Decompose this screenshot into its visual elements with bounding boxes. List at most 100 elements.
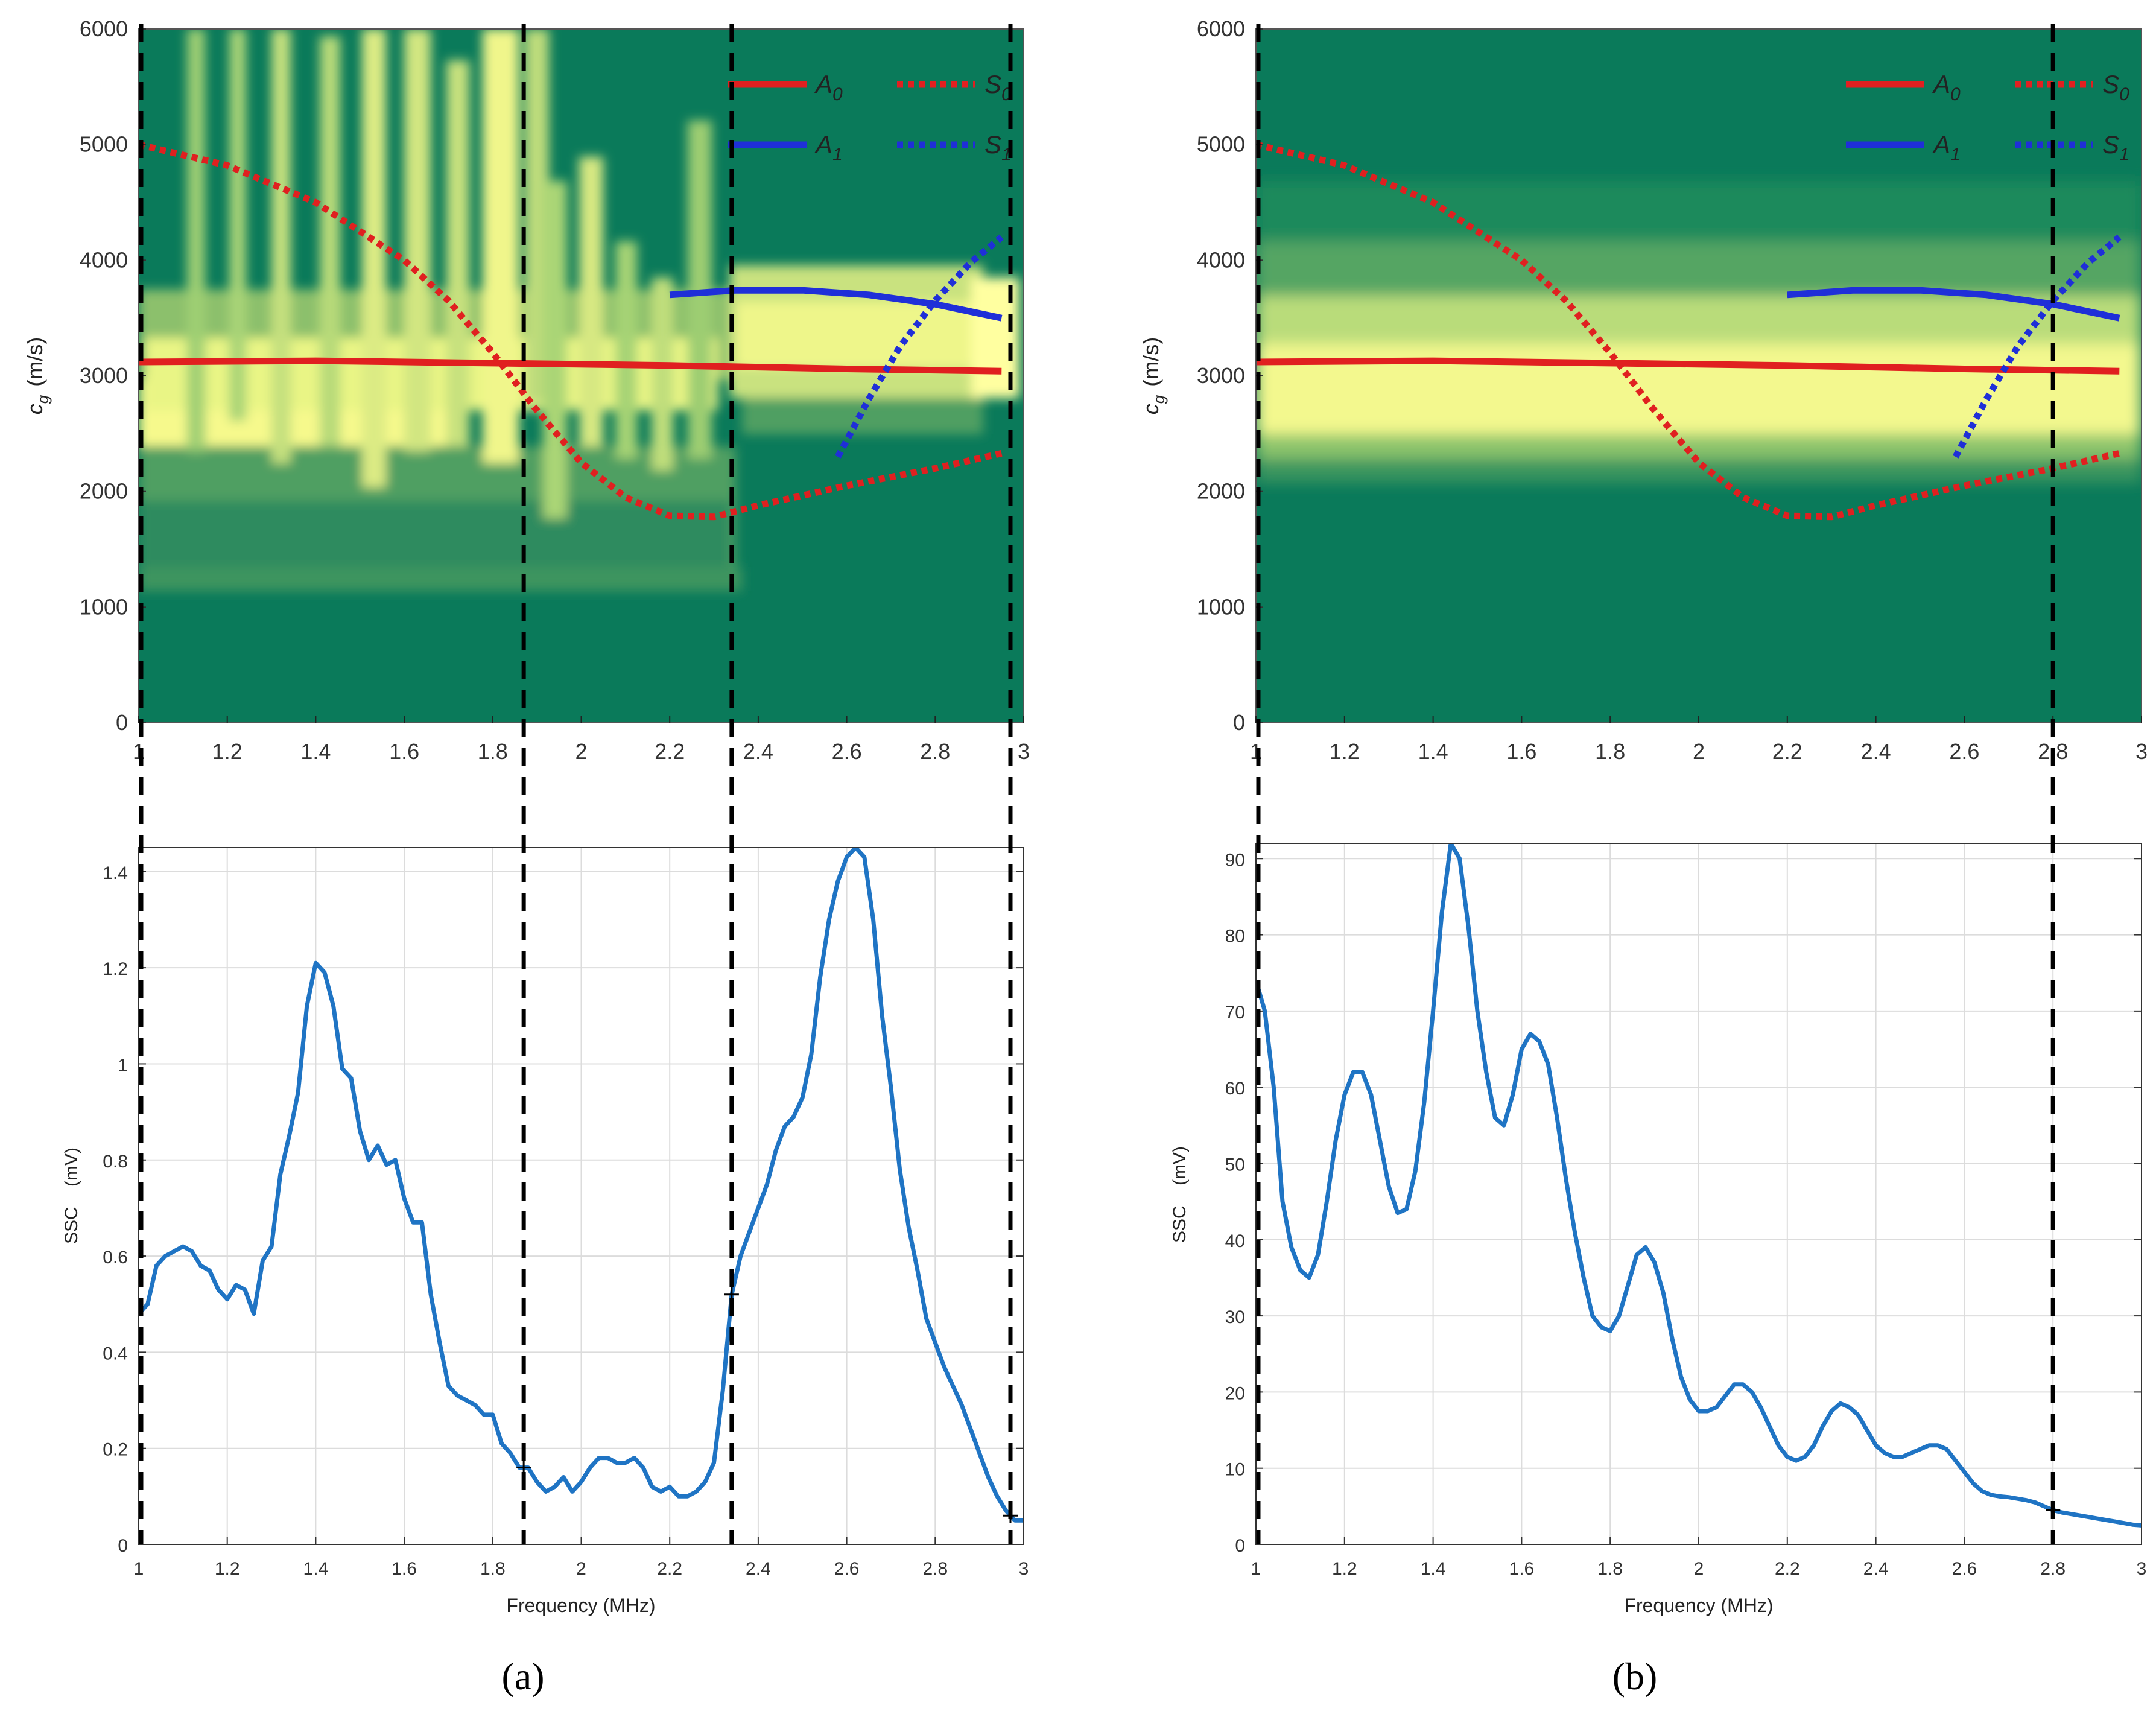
heatmap-a-legend-name-3: S (984, 130, 1001, 159)
line-a-grid (139, 848, 1024, 1544)
heatmap-b-xtick-label-10: 3 (2135, 739, 2148, 764)
line-b-xtick-label-4: 1.8 (1597, 1559, 1623, 1579)
heatmap-a-series-a0 (139, 357, 1002, 375)
heatmap-b-xtick-label-4: 1.8 (1595, 739, 1625, 764)
heatmap-b-legend-sub-3: 1 (2119, 145, 2129, 165)
line-a-ytick-label-2: 0.4 (103, 1344, 128, 1363)
line-a-ytick-label-7: 1.4 (103, 863, 128, 883)
heatmap-b-xtick-label-5: 2 (1693, 739, 1705, 764)
line-a-xtick-label-4: 1.8 (480, 1559, 506, 1579)
heatmap-b-ytick-label-2: 2000 (1197, 479, 1245, 504)
heatmap-a-xtick-label-5: 2 (575, 739, 587, 764)
line-b-xtick-label-3: 1.6 (1509, 1559, 1535, 1579)
heatmap-b-legend-name-3: S (2102, 130, 2119, 159)
line-b-ytick-label-8: 80 (1225, 927, 1245, 947)
heatmap-b-ylabel-main: c (1138, 404, 1163, 414)
heatmap-a-xtick-label-6: 2.2 (655, 739, 685, 764)
line-b-xtick-label-1: 1.2 (1332, 1559, 1357, 1579)
line-b-ytick-label-6: 60 (1225, 1079, 1245, 1099)
heatmap-a-ylabel-unit: (m/s) (22, 337, 47, 387)
heatmap-a-ytick-label-6: 6000 (80, 16, 128, 41)
line-b-xlabel: Frequency (MHz) (1624, 1594, 1773, 1616)
heatmap-a-xticks: 1 1.2 1.4 1.6 1.8 2 2.2 2.4 2.6 2.8 3 (133, 716, 1030, 764)
line-a-xtick-label-6: 2.2 (657, 1559, 682, 1579)
heatmap-a-xtick-label-3: 1.6 (389, 739, 419, 764)
heatmap-b-legend-label-0: A0 (1932, 70, 1961, 104)
heatmap-b-curves-clip (1256, 141, 2122, 521)
line-a-ytick-label-3: 0.6 (103, 1248, 128, 1268)
heatmap-b-xtick-label-8: 2.6 (1949, 739, 1979, 764)
heatmap-b-legend-sub-1: 0 (2119, 84, 2129, 104)
line-a-ytick-label-0: 0 (118, 1536, 128, 1556)
heatmap-a-ylabel-sub: g (34, 395, 52, 404)
line-b-xtick-label-8: 2.6 (1952, 1559, 1977, 1579)
line-a-curves-clip (139, 848, 1024, 1523)
heatmap-b-ytick-label-1: 1000 (1197, 594, 1245, 619)
line-b-xtick-label-0: 1 (1251, 1559, 1261, 1579)
line-b-curves-clip (1256, 843, 2142, 1528)
heatmap-a-xtick-label-9: 2.8 (920, 739, 950, 764)
heatmap-b-legend-label-1: S0 (2102, 70, 2129, 104)
heatmap-a-ytick-label-4: 4000 (80, 247, 128, 272)
heatmap-b-xtick-label-6: 2.2 (1772, 739, 1802, 764)
heatmap-b-legend-name-2: A (1932, 130, 1950, 159)
line-b-xtick-label-2: 1.4 (1421, 1559, 1446, 1579)
heatmap-a-legend-sub-2: 1 (832, 145, 843, 165)
line-a: 1 1.2 1.4 1.6 1.8 2 2.2 2.4 2.6 2.8 3 0 0.2 0.4 0.6 0.… (62, 847, 1029, 1616)
heatmap-b-xtick-label-7: 2.4 (1861, 739, 1891, 764)
line-b-ytick-label-1: 10 (1225, 1460, 1245, 1480)
line-a-ytick-label-6: 1.2 (103, 959, 128, 979)
heatmap-a-legend-sub-0: 0 (832, 84, 843, 104)
heatmap-a-series-s0 (139, 141, 1003, 521)
line-b-ytick-label-0: 0 (1235, 1536, 1245, 1556)
line-a-xtick-label-8: 2.6 (834, 1559, 860, 1579)
heatmap-a-xtick-label-10: 3 (1018, 739, 1030, 764)
line-a-xtick-label-3: 1.6 (392, 1559, 417, 1579)
heatmap-b-series-a0 (1256, 357, 2120, 375)
heatmap-b-ylabel-unit: (m/s) (1138, 337, 1163, 387)
heatmap-a-legend-name-0: A (814, 70, 832, 98)
heatmap-a-xtick-label-8: 2.6 (832, 739, 862, 764)
line-a-xtick-label-9: 2.8 (922, 1559, 948, 1579)
line-b-xtick-label-7: 2.4 (1863, 1559, 1889, 1579)
line-b-ytick-label-7: 70 (1225, 1003, 1245, 1023)
heatmap-a-yticks: 0 1000 2000 3000 4000 5000 6000 (80, 16, 146, 735)
heatmap-a-ylabel-main: c (22, 404, 47, 414)
marker-lines-a (139, 24, 1013, 1544)
panel-label-a: (a) (501, 1655, 544, 1698)
line-b-xtick-label-6: 2.2 (1775, 1559, 1800, 1579)
line-a-xlabel: Frequency (MHz) (506, 1594, 655, 1616)
line-a-xtick-label-7: 2.4 (746, 1559, 771, 1579)
line-b-ytick-label-2: 20 (1225, 1383, 1245, 1403)
line-b: 1 1.2 1.4 1.6 1.8 2 2.2 2.4 2.6 2.8 3 0 10 20 30 40 50 6… (1170, 843, 2146, 1616)
heatmap-b-legend-sub-2: 1 (1950, 145, 1961, 165)
line-a-xtick-label-2: 1.4 (303, 1559, 329, 1579)
line-a-ylabel: SSC (mV) (62, 1147, 81, 1244)
line-a-yticks: 0 0.2 0.4 0.6 0.8 1 1.2 1.4 (103, 863, 1024, 1556)
line-b-ylabel: SSC (mV) (1170, 1146, 1190, 1243)
line-b-xtick-label-10: 3 (2137, 1559, 2147, 1579)
line-b-series-ssc (1256, 843, 2142, 1528)
heatmap-a-ytick-label-3: 3000 (80, 363, 128, 388)
heatmap-b-legend-label-2: A1 (1932, 130, 1961, 165)
heatmap-a-xtick-label-2: 1.4 (300, 739, 331, 764)
line-a-ytick-label-5: 1 (118, 1055, 128, 1075)
heatmap-b-ytick-label-4: 4000 (1197, 247, 1245, 272)
line-a-xtick-label-1: 1.2 (215, 1559, 240, 1579)
heatmap-a-ytick-label-2: 2000 (80, 479, 128, 504)
heatmap-b-legend-label-3: S1 (2102, 130, 2129, 165)
heatmap-b-legend-name-1: S (2102, 70, 2119, 98)
line-b-grid (1256, 843, 2142, 1544)
heatmap-a-legend-name-1: S (984, 70, 1001, 98)
heatmap-b-energy (1256, 181, 2142, 483)
line-b-ytick-label-4: 40 (1225, 1231, 1245, 1251)
heatmap-b-series-s0 (1256, 141, 2120, 521)
heatmap-b-xtick-label-3: 1.6 (1506, 739, 1536, 764)
heatmap-a-series-s1 (835, 234, 1004, 459)
line-a-ytick-label-1: 0.2 (103, 1440, 128, 1460)
line-a-xtick-label-5: 2 (576, 1559, 586, 1579)
heatmap-a-ylabel: cg (m/s) (22, 337, 52, 414)
heatmap-b-legend-sub-0: 0 (1950, 84, 1961, 104)
